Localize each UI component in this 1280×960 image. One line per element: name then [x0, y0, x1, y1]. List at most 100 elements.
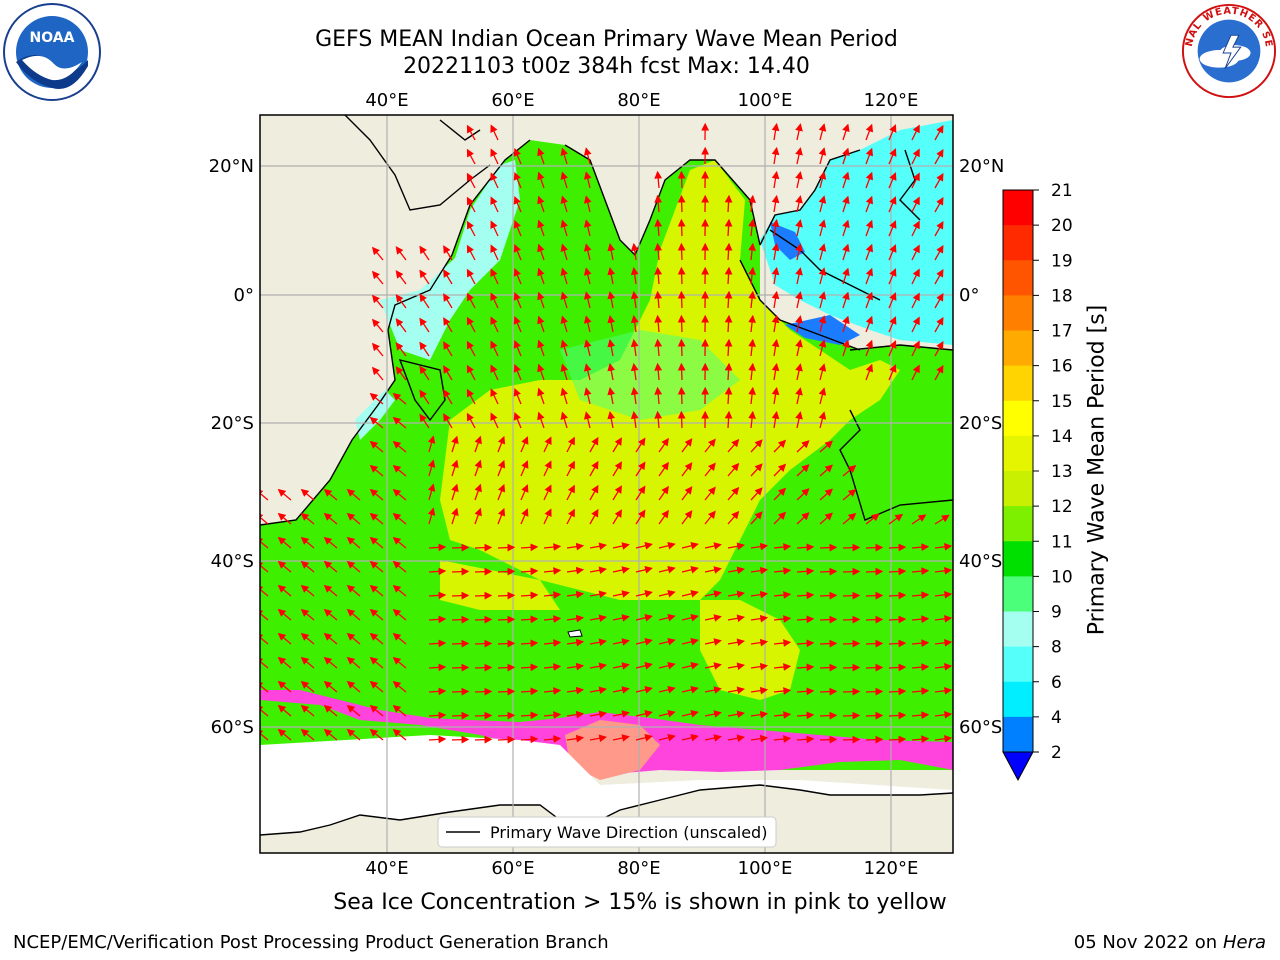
wave-arrow: [583, 243, 592, 261]
wave-arrow: [260, 656, 269, 669]
wave-arrow: [428, 615, 447, 624]
wave-arrow: [727, 686, 745, 695]
wave-arrow: [654, 266, 663, 285]
wave-arrow: [419, 245, 430, 261]
wave-arrow: [300, 728, 315, 741]
footer-credit: NCEP/EMC/Verification Post Processing Pr…: [13, 932, 609, 953]
wave-arrow: [771, 410, 780, 429]
wave-arrow: [451, 735, 470, 744]
wave-arrow: [658, 613, 676, 622]
wave-arrow: [865, 195, 874, 213]
wave-arrow: [300, 584, 315, 597]
map-field: [260, 115, 953, 853]
wave-arrow: [704, 566, 722, 574]
colorbar-tick-label: 20: [1051, 216, 1073, 236]
wave-arrow: [681, 541, 699, 550]
wave-arrow: [443, 413, 453, 429]
wave-arrow: [750, 542, 769, 551]
wave-arrow: [260, 728, 269, 741]
wave-arrow: [818, 123, 827, 141]
wave-arrow: [543, 687, 562, 695]
wave-arrow: [842, 291, 850, 309]
wave-arrow: [934, 734, 953, 743]
colorbar-segment: [1003, 295, 1033, 331]
colorbar-segment: [1003, 400, 1033, 437]
wave-arrow: [451, 507, 459, 525]
wave-arrow: [490, 388, 499, 405]
wave-arrow: [369, 680, 384, 693]
wave-arrow: [607, 315, 616, 333]
wave-arrow: [819, 687, 838, 696]
wave-arrow: [888, 687, 907, 696]
wave-arrow: [681, 685, 699, 694]
wave-arrow: [635, 566, 653, 574]
chart-title: GEFS MEAN Indian Ocean Primary Wave Mean…: [315, 27, 898, 52]
wave-arrow: [654, 242, 663, 261]
wave-arrow: [750, 614, 769, 623]
wave-arrow: [497, 663, 516, 672]
wave-arrow: [773, 463, 787, 477]
wave-arrow: [888, 172, 897, 189]
wave-arrow: [451, 687, 470, 696]
wave-arrow: [724, 338, 733, 357]
wave-arrow: [513, 267, 522, 285]
lat-ticks-left: 20°N 0° 20°S 40°S 60°S: [209, 156, 254, 738]
wave-arrow: [369, 608, 384, 621]
wave-arrow: [428, 591, 447, 600]
wave-arrow: [474, 591, 493, 600]
wave-arrow: [819, 711, 838, 720]
wave-arrow: [566, 460, 575, 477]
wave-arrow: [724, 266, 733, 285]
wave-arrow: [392, 704, 407, 717]
wave-arrow: [635, 662, 653, 670]
wave-arrow: [630, 410, 639, 429]
wave-arrow: [612, 461, 622, 477]
wave-arrow: [513, 171, 522, 189]
wave-arrow: [520, 735, 539, 744]
wave-arrow: [560, 291, 569, 309]
wave-arrow: [537, 387, 545, 405]
wave-arrow: [727, 710, 745, 719]
wave-arrow: [681, 486, 693, 501]
wave-arrow: [513, 243, 522, 261]
wave-arrow: [658, 437, 669, 453]
wave-arrow: [490, 244, 499, 261]
wave-arrow: [796, 488, 810, 501]
wave-arrow: [474, 639, 493, 648]
wave-arrow: [934, 268, 944, 285]
wave-arrow: [612, 542, 630, 550]
wave-arrow: [635, 542, 653, 550]
wave-arrow: [490, 316, 499, 333]
wave-arrow: [583, 363, 592, 381]
wave-arrow: [369, 584, 384, 597]
colorbar-tick-label: 14: [1051, 427, 1073, 447]
wave-arrow: [773, 711, 792, 719]
wave-arrow: [395, 342, 407, 357]
wave-arrow: [796, 591, 815, 600]
wave-arrow: [346, 536, 361, 549]
wave-arrow: [818, 243, 827, 261]
wave-arrow: [543, 460, 552, 477]
wave-arrow: [537, 291, 545, 309]
wave-arrow: [819, 615, 838, 624]
wave-arrow: [419, 365, 430, 381]
wave-arrow: [842, 464, 857, 477]
wave-arrow: [888, 220, 897, 237]
wave-arrow: [934, 172, 944, 189]
lat-tick-left: 20°N: [209, 156, 254, 177]
wave-arrow: [724, 194, 733, 213]
wave-arrow: [818, 267, 827, 285]
wave-arrow: [865, 663, 884, 672]
wave-arrow: [819, 663, 838, 672]
wave-arrow: [346, 488, 361, 501]
wave-arrow: [392, 632, 407, 645]
wave-arrow: [277, 632, 292, 645]
wave-arrow: [677, 218, 686, 237]
wave-arrow: [260, 632, 269, 645]
wave-arrow: [795, 411, 803, 429]
wave-arrow: [392, 680, 407, 693]
wave-arrow: [727, 438, 740, 453]
wave-arrow: [612, 614, 630, 622]
wave-arrow: [773, 487, 787, 501]
wave-arrow: [419, 269, 430, 285]
